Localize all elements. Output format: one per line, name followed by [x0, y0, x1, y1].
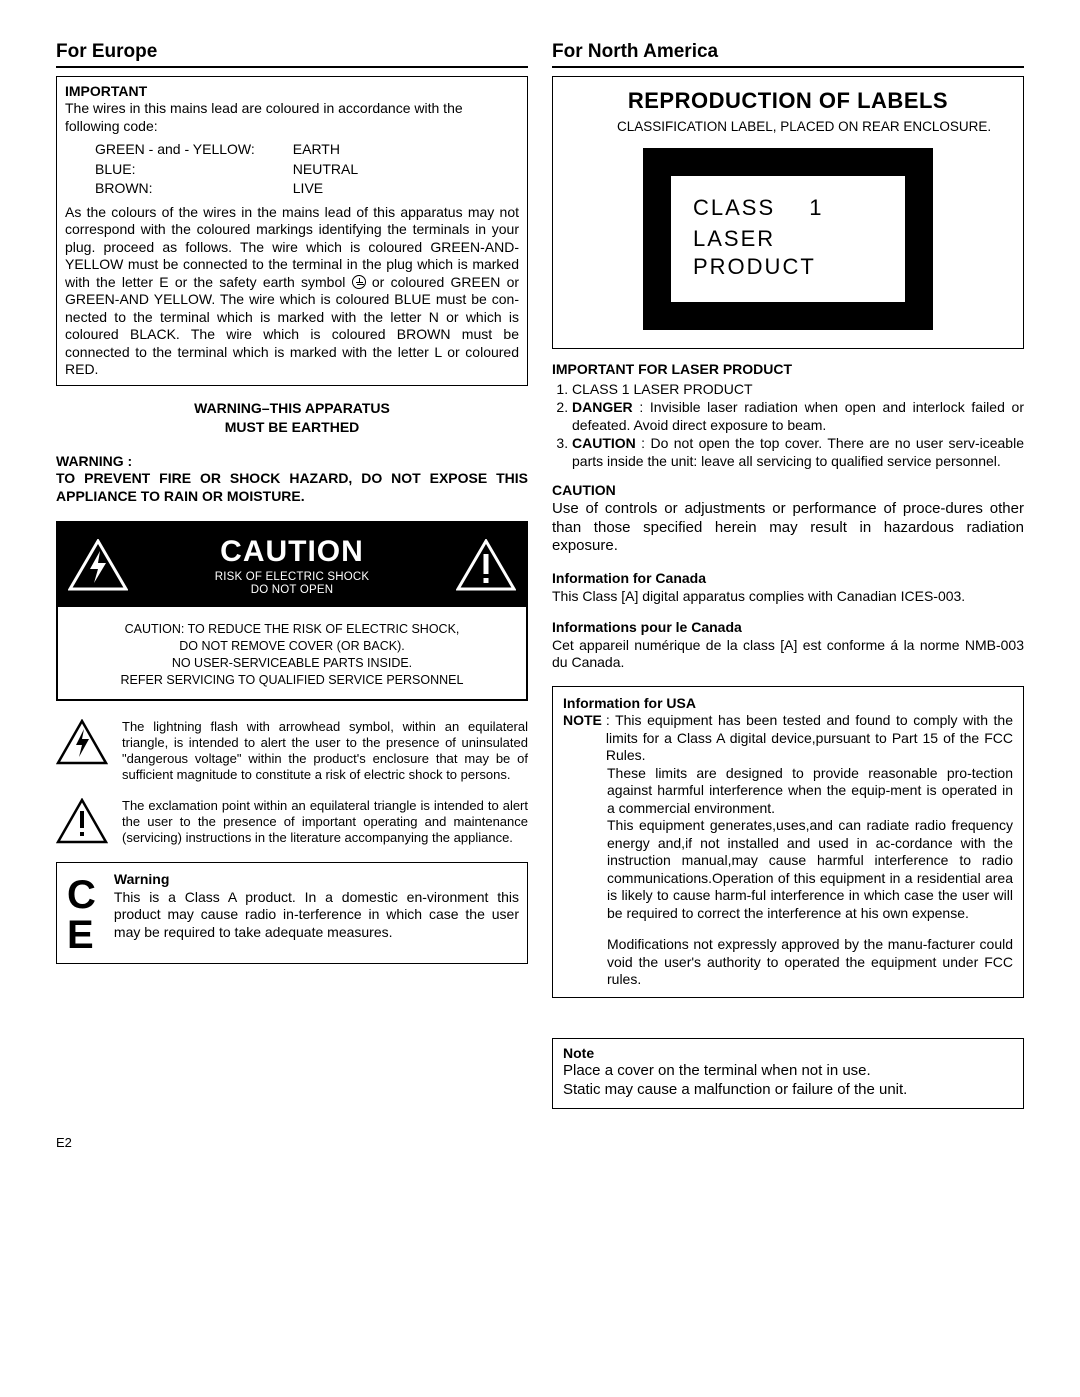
canada-fr-heading: Informations pour le Canada: [552, 619, 1024, 637]
exclamation-explain-text: The exclamation point within an equilate…: [122, 798, 528, 849]
left-column: For Europe IMPORTANT The wires in this m…: [56, 40, 528, 1109]
ce-mark-icon: C E: [65, 871, 100, 955]
usa-heading: Information for USA: [563, 695, 1013, 713]
reproduction-labels-box: REPRODUCTION OF LABELS CLASSIFICATION LA…: [552, 76, 1024, 350]
two-column-layout: For Europe IMPORTANT The wires in this m…: [56, 40, 1024, 1109]
note-box: Note Place a cover on the terminal when …: [552, 1038, 1024, 1109]
important-intro: The wires in this mains lead are coloure…: [65, 100, 519, 135]
caution-panel: CAUTION RISK OF ELECTRIC SHOCK DO NOT OP…: [56, 521, 528, 700]
table-row: GREEN - and - YELLOW:EARTH: [95, 141, 394, 159]
list-item: CLASS 1 LASER PRODUCT: [572, 381, 1024, 399]
europe-heading: For Europe: [56, 40, 528, 68]
canada-heading: Information for Canada: [552, 570, 1024, 588]
caution-body-text: CAUTION: TO REDUCE THE RISK OF ELECTRIC …: [58, 607, 526, 699]
na-heading: For North America: [552, 40, 1024, 68]
warning-earthed: WARNING–THIS APPARATUS MUST BE EARTHED: [56, 400, 528, 437]
lightning-explain-row: The lightning flash with arrowhead symbo…: [56, 719, 528, 784]
canada-text: This Class [A] digital apparatus complie…: [552, 588, 1024, 606]
exclamation-triangle-icon: [456, 539, 516, 591]
note-line1: Place a cover on the terminal when not i…: [563, 1062, 1013, 1081]
list-item: DANGER : Invisible laser radiation when …: [572, 399, 1024, 434]
note-heading: Note: [563, 1045, 1013, 1063]
usa-note-p3: This equipment generates,uses,and can ra…: [563, 817, 1013, 922]
ce-warning-text: Warning This is a Class A product. In a …: [114, 871, 519, 941]
lightning-icon: [56, 719, 108, 784]
exclamation-icon: [56, 798, 108, 849]
lightning-explain-text: The lightning flash with arrowhead symbo…: [122, 719, 528, 784]
caution-center-text: CAUTION RISK OF ELECTRIC SHOCK DO NOT OP…: [211, 531, 374, 599]
warning-fire: WARNING : TO PREVENT FIRE OR SHOCK HAZAR…: [56, 453, 528, 506]
list-item: CAUTION : Do not open the top cover. The…: [572, 435, 1024, 470]
reproduction-subtitle: CLASSIFICATION LABEL, PLACED ON REAR ENC…: [565, 118, 1011, 136]
important-body: As the colours of the wires in the mains…: [65, 204, 519, 379]
laser-product-list: CLASS 1 LASER PRODUCT DANGER : Invisible…: [552, 381, 1024, 471]
important-box: IMPORTANT The wires in this mains lead a…: [56, 76, 528, 386]
classification-label: CLASS 1 LASER PRODUCT: [643, 148, 933, 331]
caution-heading: CAUTION: [552, 482, 1024, 500]
important-label: IMPORTANT: [65, 83, 519, 101]
table-row: BROWN:LIVE: [95, 180, 394, 198]
usa-info-box: Information for USA NOTE : This equipmen…: [552, 686, 1024, 998]
lightning-triangle-icon: [68, 539, 128, 591]
earth-symbol-icon: [352, 275, 366, 289]
wire-code-table: GREEN - and - YELLOW:EARTH BLUE:NEUTRAL …: [93, 139, 396, 200]
table-row: BLUE:NEUTRAL: [95, 161, 394, 179]
exclamation-explain-row: The exclamation point within an equilate…: [56, 798, 528, 849]
caution-text: Use of controls or adjustments or perfor…: [552, 500, 1024, 556]
canada-fr-text: Cet appareil numérique de la class [A] e…: [552, 637, 1024, 672]
reproduction-title: REPRODUCTION OF LABELS: [565, 87, 1011, 115]
usa-note-p4: Modifications not expressly approved by …: [563, 936, 1013, 989]
usa-note-p2: These limits are designed to provide rea…: [563, 765, 1013, 818]
note-line2: Static may cause a malfunction or failur…: [563, 1081, 1013, 1100]
ce-warning-box: C E Warning This is a Class A product. I…: [56, 862, 528, 964]
caution-top-bar: CAUTION RISK OF ELECTRIC SHOCK DO NOT OP…: [58, 523, 526, 607]
right-column: For North America REPRODUCTION OF LABELS…: [552, 40, 1024, 1109]
important-laser-heading: IMPORTANT FOR LASER PRODUCT: [552, 361, 1024, 379]
usa-note-p1: NOTE : This equipment has been tested an…: [563, 712, 1013, 765]
page-number: E2: [56, 1135, 1024, 1151]
